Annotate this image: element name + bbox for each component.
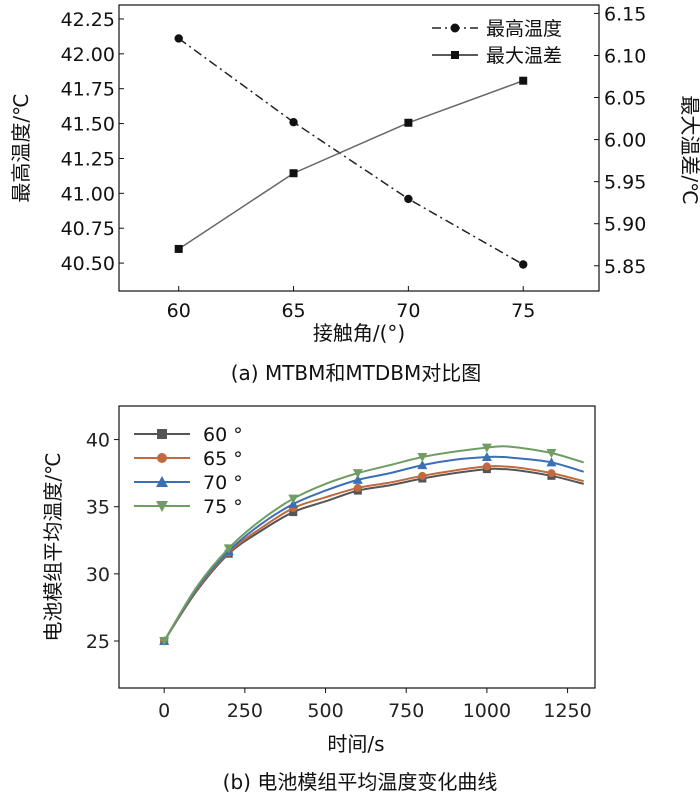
legend-square-marker-icon	[451, 51, 459, 59]
chart-a-series	[174, 34, 528, 269]
x-tick-label: 65	[281, 300, 305, 322]
legend-marker-icon-1	[157, 429, 167, 439]
x-tick-label: 70	[396, 300, 420, 322]
series-4-point	[481, 443, 492, 453]
chart-b: 0 250 500 750 1000 1250 25 30 35 40 电池模组平均温度/℃ 时…	[41, 405, 596, 794]
series-4-point	[288, 494, 299, 504]
chart-b-plot-frame	[118, 405, 596, 689]
chart-b-x-ticks: 0 250 500 750 1000 1250	[158, 688, 592, 722]
max-diff-point	[289, 169, 298, 178]
x-tick-label: 60	[167, 300, 191, 322]
legend-label-1: 60 °	[203, 424, 243, 446]
left-y-tick-label: 41.00	[61, 183, 115, 205]
legend-label-3: 70 °	[203, 472, 243, 494]
right-y-tick-label: 6.15	[604, 3, 646, 25]
chart-b-y-ticks: 25 30 35 40	[86, 430, 119, 653]
legend-marker-icon-3	[156, 476, 168, 487]
series-4-point	[417, 453, 428, 463]
chart-a-x-ticks: 60 65 70 75	[167, 286, 535, 322]
series-4-point	[223, 544, 234, 554]
chart-a-plot-frame	[118, 4, 600, 292]
y-tick-label: 30	[86, 564, 110, 586]
legend-label-max-diff: 最大温差	[486, 45, 562, 67]
series-3-point	[546, 457, 557, 467]
series-curve-3	[163, 455, 584, 642]
series-curve-1	[163, 467, 584, 642]
y-tick-label: 35	[86, 497, 110, 519]
left-y-tick-label: 40.75	[61, 218, 115, 240]
legend-circle-marker-icon	[450, 23, 460, 33]
x-tick-label: 750	[388, 700, 424, 722]
legend-marker-icon-2	[157, 453, 167, 463]
right-y-tick-label: 6.05	[604, 88, 646, 110]
legend-marker-icon-4	[156, 501, 168, 512]
x-tick-label: 0	[158, 700, 170, 722]
series-2-point	[547, 469, 556, 478]
series-line-max-diff	[178, 80, 524, 250]
legend-entry-max-diff: 最大温差	[432, 45, 562, 67]
series-3-point	[352, 474, 363, 484]
max-temp-point	[174, 34, 183, 43]
series-2-point	[418, 471, 427, 480]
series-4-point	[546, 449, 557, 458]
right-y-tick-label: 5.90	[604, 214, 646, 236]
chart-a-right-y-ticks: 5.85 5.90 5.95 6.00 6.05 6.10 6.15	[594, 3, 646, 278]
legend-entry-max-temp: 最高温度	[432, 18, 562, 40]
chart-b-y-axis-label: 电池模组平均温度/℃	[41, 452, 65, 641]
series-3-point	[481, 452, 492, 462]
max-diff-point	[519, 76, 528, 85]
right-y-tick-label: 6.00	[604, 130, 646, 152]
max-temp-point	[404, 194, 413, 204]
chart-b-x-axis-label: 时间/s	[327, 732, 384, 756]
legend-label-4: 75 °	[203, 496, 243, 518]
series-2-point	[482, 462, 491, 471]
left-y-tick-label: 41.75	[61, 79, 115, 101]
chart-a-left-axis-label: 最高温度/℃	[9, 93, 33, 202]
right-y-tick-label: 6.10	[604, 45, 646, 67]
left-y-tick-label: 40.50	[61, 253, 115, 275]
chart-a: 60 65 70 75 40.5040.7541.0041.2541.5041.754…	[9, 3, 700, 385]
chart-a-left-y-ticks: 40.50 40.75 41.00 41.25 41.50 41.75 42.00 42.25	[61, 9, 124, 275]
chart-a-x-axis-label: 接触角/(°)	[313, 321, 405, 345]
x-tick-label: 1000	[463, 700, 511, 722]
max-temp-point	[519, 260, 528, 269]
series-4-point	[352, 469, 363, 479]
chart-b-legend: 60 °65 °70 °75 °	[134, 424, 243, 518]
series-1-point	[289, 508, 298, 517]
chart-b-series	[159, 443, 584, 646]
chart-b-caption: (b) 电池模组平均温度变化曲线	[223, 770, 498, 794]
left-y-tick-label: 42.00	[61, 44, 115, 66]
max-temp-point	[289, 117, 298, 127]
x-tick-label: 75	[511, 300, 535, 322]
max-diff-point	[404, 118, 413, 127]
series-4-point	[159, 637, 170, 646]
chart-a-caption: (a) MTBM和MTDBM对比图	[231, 361, 482, 385]
left-y-tick-label: 42.25	[61, 9, 115, 31]
max-diff-point	[174, 244, 183, 253]
x-tick-label: 500	[307, 700, 343, 722]
series-line-max-temp	[178, 37, 524, 266]
series-curve-2	[163, 465, 584, 642]
x-tick-label: 250	[227, 700, 263, 722]
y-tick-label: 25	[86, 631, 110, 653]
x-tick-label: 1250	[543, 700, 591, 722]
chart-a-right-axis-label: 最大温差/℃	[678, 95, 700, 204]
right-y-tick-label: 5.85	[604, 256, 646, 278]
chart-a-legend: 最高温度 最大温差	[432, 18, 562, 67]
right-y-tick-label: 5.95	[604, 172, 646, 194]
left-y-tick-label: 41.50	[61, 114, 115, 136]
y-tick-label: 40	[86, 430, 110, 452]
series-curve-4	[163, 445, 584, 642]
legend-label-2: 65 °	[203, 448, 243, 470]
legend-label-max-temp: 最高温度	[486, 18, 562, 40]
series-3-point	[417, 460, 428, 470]
left-y-tick-label: 41.25	[61, 148, 115, 170]
series-2-point	[353, 483, 362, 492]
